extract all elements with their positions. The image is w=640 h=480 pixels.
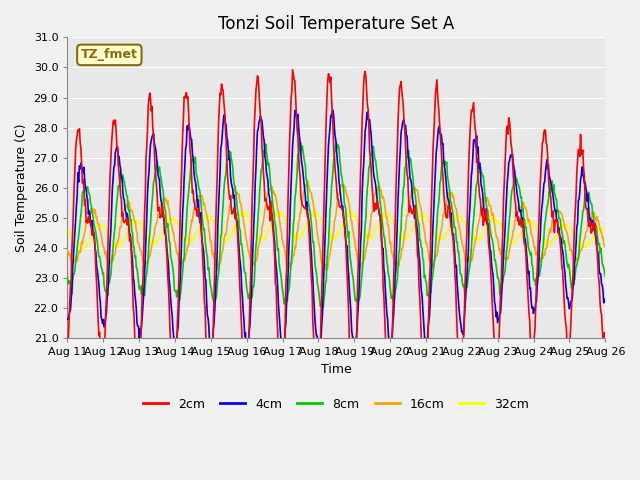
8cm	[74, 244, 81, 250]
Line: 32cm: 32cm	[67, 211, 605, 250]
2cm	[419, 357, 427, 363]
16cm	[419, 219, 427, 225]
2cm	[129, 284, 136, 289]
Title: Tonzi Soil Temperature Set A: Tonzi Soil Temperature Set A	[218, 15, 454, 33]
32cm	[242, 208, 250, 214]
4cm	[419, 305, 427, 311]
8cm	[602, 274, 609, 280]
16cm	[74, 258, 81, 264]
16cm	[304, 178, 312, 184]
16cm	[403, 212, 411, 218]
2cm	[212, 226, 220, 232]
32cm	[74, 240, 81, 246]
8cm	[183, 205, 191, 211]
4cm	[74, 192, 81, 198]
8cm	[63, 275, 71, 280]
16cm	[183, 246, 191, 252]
32cm	[403, 233, 411, 239]
Line: 16cm: 16cm	[67, 181, 605, 270]
32cm	[602, 227, 609, 233]
32cm	[78, 247, 86, 253]
Line: 2cm: 2cm	[67, 70, 605, 410]
2cm	[602, 333, 609, 339]
Line: 4cm: 4cm	[67, 110, 605, 360]
4cm	[63, 316, 71, 322]
16cm	[129, 209, 136, 215]
8cm	[129, 230, 136, 236]
4cm	[183, 123, 191, 129]
32cm	[419, 211, 427, 217]
32cm	[212, 225, 220, 231]
2cm	[74, 132, 81, 138]
16cm	[602, 245, 609, 251]
2cm	[403, 171, 411, 177]
4cm	[212, 287, 220, 293]
8cm	[419, 256, 427, 262]
4cm	[403, 133, 411, 139]
8cm	[212, 297, 220, 302]
4cm	[315, 357, 323, 362]
16cm	[323, 267, 331, 273]
16cm	[63, 247, 71, 253]
2cm	[183, 96, 191, 101]
2cm	[289, 67, 296, 72]
Text: TZ_fmet: TZ_fmet	[81, 48, 138, 61]
4cm	[602, 296, 609, 302]
Line: 8cm: 8cm	[67, 143, 605, 308]
8cm	[296, 140, 304, 145]
8cm	[403, 155, 411, 160]
4cm	[129, 259, 136, 264]
8cm	[319, 305, 327, 311]
2cm	[314, 407, 321, 413]
2cm	[63, 338, 71, 344]
32cm	[129, 220, 137, 226]
32cm	[184, 237, 192, 242]
Legend: 2cm, 4cm, 8cm, 16cm, 32cm: 2cm, 4cm, 8cm, 16cm, 32cm	[138, 393, 534, 416]
4cm	[329, 108, 337, 113]
32cm	[63, 228, 71, 234]
16cm	[212, 258, 220, 264]
Y-axis label: Soil Temperature (C): Soil Temperature (C)	[15, 123, 28, 252]
X-axis label: Time: Time	[321, 363, 352, 376]
